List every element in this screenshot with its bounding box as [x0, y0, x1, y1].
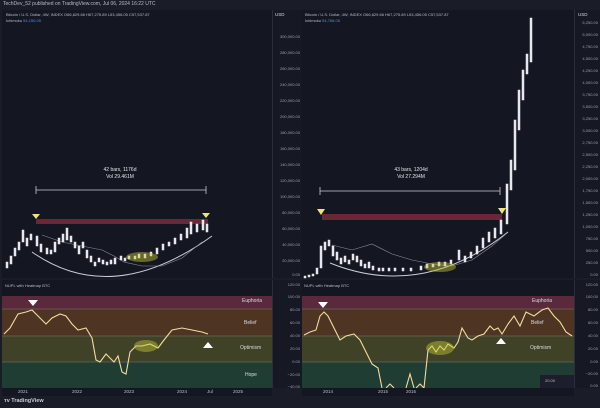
right-accumulation-highlight	[424, 262, 456, 272]
left-x-tick: 2023	[123, 389, 135, 394]
left-band-belief	[2, 309, 272, 336]
left-marker-triangle-2	[202, 213, 210, 218]
right-indicator-axis[interactable]	[574, 280, 600, 388]
right-time-axis[interactable]	[302, 388, 574, 396]
tradingview-logo[interactable]: ᴛᴠ TradingView	[4, 398, 44, 404]
right-resistance-band	[322, 214, 502, 220]
left-band-hope	[2, 362, 272, 388]
left-x-tick: Jul	[207, 389, 213, 394]
right-marker-triangle-2	[498, 208, 506, 214]
right-x-tick: 2016	[405, 389, 417, 394]
left-band-label-euphoria: Euphoria	[242, 298, 263, 304]
right-overlay-tick: 20.00	[545, 378, 556, 383]
left-accumulation-highlight	[126, 252, 158, 262]
left-marker-triangle-1	[32, 214, 40, 219]
left-price-panel[interactable]	[2, 10, 272, 278]
right-price-axis[interactable]: USD	[574, 10, 600, 278]
left-price-axis[interactable]: USD	[272, 10, 302, 278]
left-x-tick: 2025	[232, 389, 244, 394]
right-measure-ruler	[319, 187, 501, 195]
right-currency-label: USD	[578, 12, 588, 17]
left-band-label-optimism: Optimism	[240, 345, 262, 351]
left-nupl-drawing	[2, 296, 272, 388]
right-cup-arc	[329, 231, 509, 277]
left-price-drawing	[5, 186, 213, 277]
right-price-panel[interactable]	[302, 10, 574, 278]
right-band-label-euphoria: Euphoria	[532, 298, 553, 304]
left-x-tick: 2022	[71, 389, 83, 394]
right-x-tick: 2014	[322, 389, 334, 394]
right-marker-triangle-1	[317, 209, 325, 215]
left-bottom-marker	[203, 342, 213, 348]
left-band-label-hope: Hope	[245, 372, 257, 378]
left-indicator-axis[interactable]	[272, 280, 302, 388]
left-resistance-band	[36, 219, 208, 224]
right-ichimoku-legend: Ichimoku 54,768.05	[305, 18, 340, 23]
left-band-euphoria	[2, 296, 272, 309]
left-nupl-highlight	[134, 340, 158, 352]
left-measure-ruler	[35, 186, 207, 194]
publish-info: TechDev_52 published on TradingView.com,…	[3, 1, 156, 7]
left-measure-label: 42 bars, 1176d Vol 29.461M	[103, 167, 137, 180]
footer	[0, 396, 600, 408]
right-overlay-box	[540, 375, 574, 389]
right-price-drawing	[303, 17, 533, 279]
left-ichimoku-legend: Ichimoku 54,150.05	[6, 18, 41, 23]
left-band-label-belief: Belief	[244, 320, 257, 326]
right-x-tick: 2015	[377, 389, 389, 394]
right-band-hope	[302, 362, 574, 388]
right-bottom-marker	[496, 338, 506, 344]
publish-bar: TechDev_52 published on TradingView.com,…	[0, 0, 600, 9]
left-top-marker	[28, 300, 38, 306]
left-band-optimism	[2, 336, 272, 362]
right-indicator-title: NUPL with Heatmap BTC	[304, 283, 350, 288]
right-legend: Bitcoin / U.S. Dollar, 4W, INDEX O66,629…	[305, 12, 449, 17]
left-x-tick: 2024	[176, 389, 188, 394]
left-time-axis[interactable]	[2, 388, 272, 396]
left-currency-label: USD	[275, 12, 285, 17]
right-nupl-highlight	[426, 341, 454, 355]
right-measure-label: 43 bars, 1204d Vol 27.294M	[394, 167, 428, 180]
right-nupl-line	[303, 307, 573, 390]
left-cup-arc	[31, 235, 213, 277]
left-x-tick: 2021	[17, 389, 29, 394]
right-nupl-drawing	[302, 296, 574, 390]
left-indicator-title: NUPL with Heatmap BTC	[5, 283, 51, 288]
right-band-label-optimism: Optimism	[530, 345, 552, 351]
left-legend: Bitcoin / U.S. Dollar, 4W, INDEX O66,629…	[6, 12, 150, 17]
right-band-label-belief: Belief	[531, 320, 544, 326]
right-top-marker	[318, 302, 328, 308]
left-nupl-line	[3, 309, 209, 375]
tradingview-logo-icon: ᴛᴠ	[4, 398, 10, 404]
right-band-euphoria	[302, 296, 574, 309]
